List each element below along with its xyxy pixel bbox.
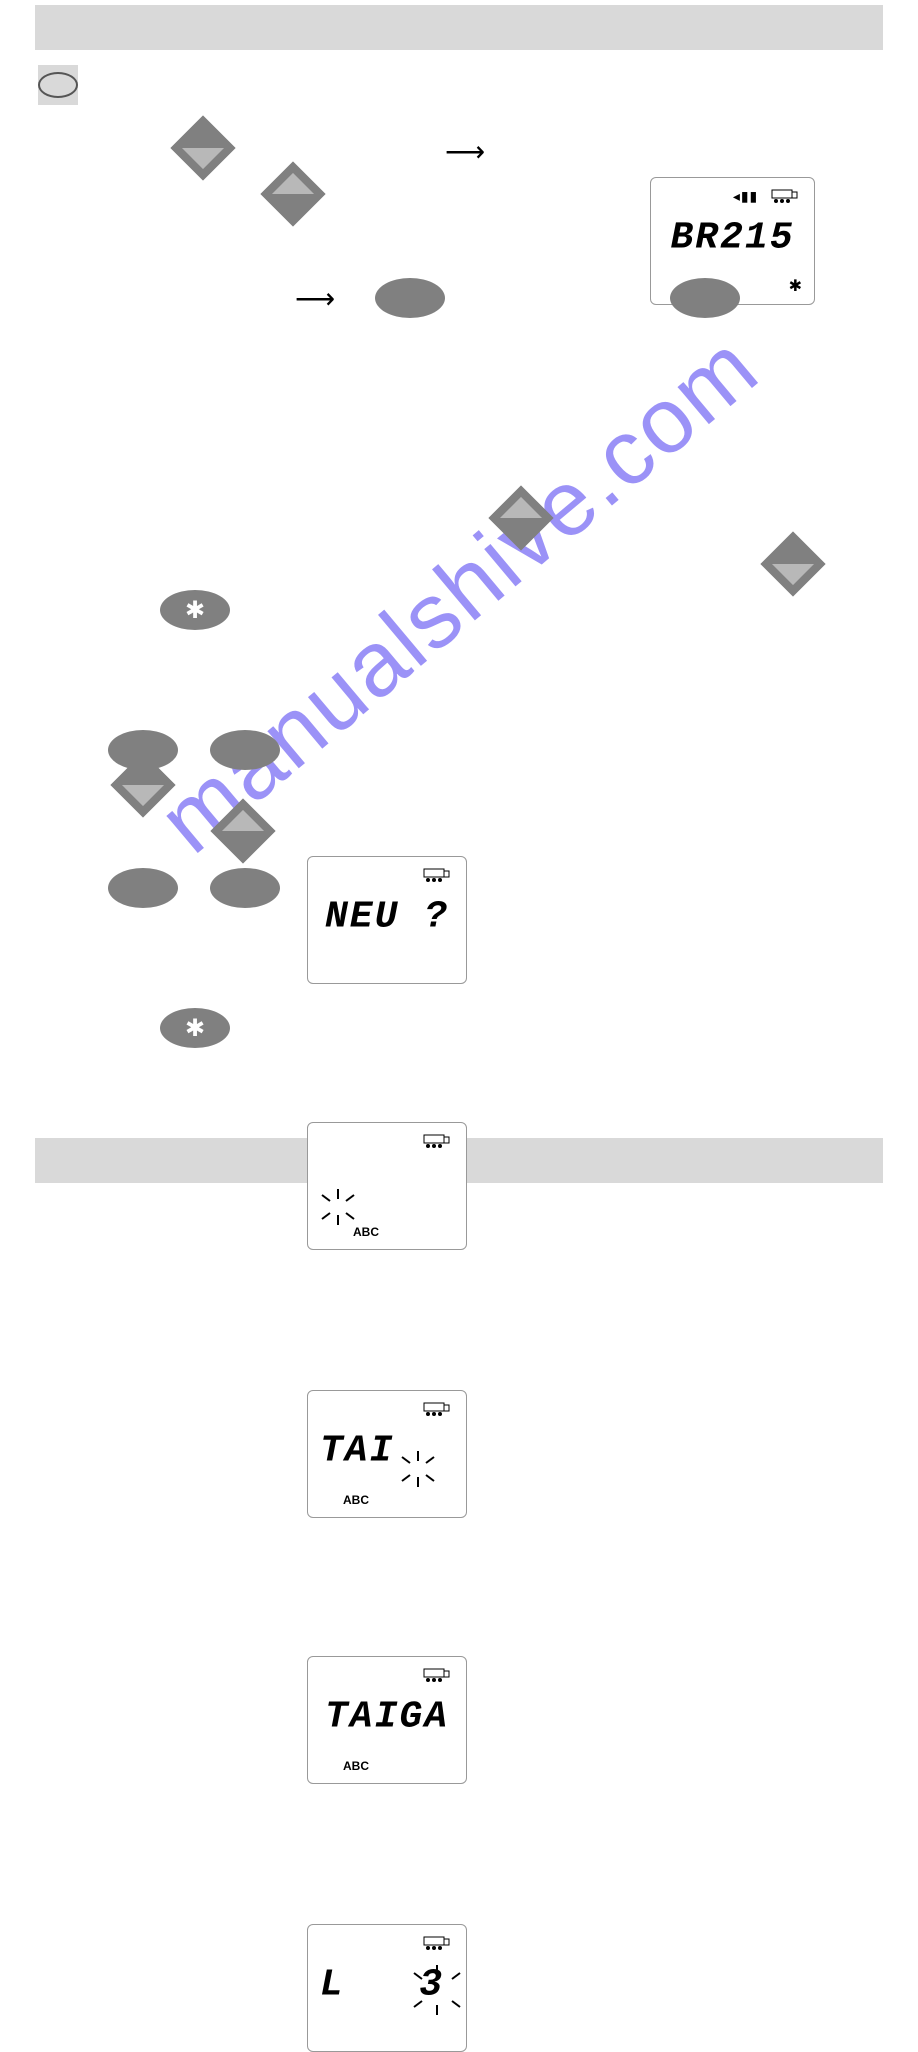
arrow-right: ⟶: [445, 135, 485, 168]
top-bar: [35, 5, 883, 50]
display-taiga: TAIGA ABC: [307, 1656, 467, 1784]
oval-button[interactable]: [108, 730, 178, 770]
abc-label: ABC: [343, 1493, 369, 1507]
diamond-up-button[interactable]: [220, 808, 266, 854]
train-icon: [422, 867, 452, 883]
abc-label: ABC: [353, 1225, 379, 1239]
oval-button[interactable]: [210, 730, 280, 770]
train-icon: [422, 1667, 452, 1683]
oval-button[interactable]: [108, 868, 178, 908]
train-icon: [422, 1133, 452, 1149]
star-button[interactable]: ✱: [160, 1008, 230, 1048]
diamond-down-button[interactable]: [180, 125, 226, 171]
display-blank-abc: ABC: [307, 1122, 467, 1250]
display-text: TAI: [320, 1430, 466, 1473]
diamond-up-button[interactable]: [498, 495, 544, 541]
display-l3: L 3: [307, 1924, 467, 2052]
oval-button[interactable]: [670, 278, 740, 318]
star-br-icon: ✱: [789, 276, 802, 296]
arrow-right: ⟶: [295, 282, 335, 315]
star-icon: ✱: [185, 1014, 205, 1043]
blink-icon: [318, 1187, 358, 1227]
display-text: NEU ?: [308, 896, 466, 939]
display-text: TAIGA: [308, 1696, 466, 1739]
blink-icon: [398, 1449, 438, 1489]
oval-button[interactable]: [375, 278, 445, 318]
blink-icon: [412, 1965, 462, 2015]
direction-icon: ◂▮▮: [733, 188, 758, 205]
watermark: manualshive.com: [140, 314, 779, 874]
display-neu: NEU ?: [307, 856, 467, 984]
train-icon: [770, 188, 800, 204]
diamond-down-button[interactable]: [770, 541, 816, 587]
star-icon: ✱: [185, 596, 205, 625]
abc-label: ABC: [343, 1759, 369, 1773]
display-tai: TAI ABC: [307, 1390, 467, 1518]
train-icon: [422, 1401, 452, 1417]
oval-button[interactable]: [210, 868, 280, 908]
display-text: BR215: [651, 217, 814, 260]
star-button[interactable]: ✱: [160, 590, 230, 630]
button-oval-outline[interactable]: [38, 65, 78, 105]
train-icon: [422, 1935, 452, 1951]
diamond-up-button[interactable]: [270, 171, 316, 217]
